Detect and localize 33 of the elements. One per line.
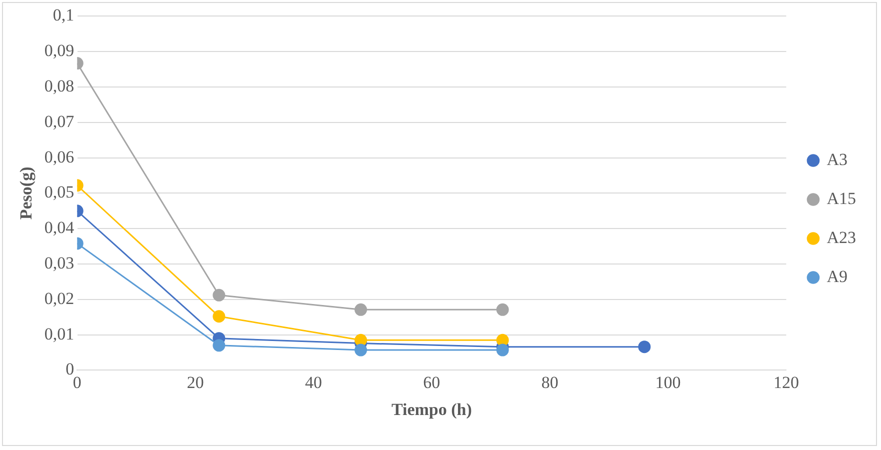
x-axis-title: Tiempo (h): [391, 400, 472, 420]
x-tick-label: 100: [655, 372, 681, 392]
y-tick-label: 0,06: [44, 147, 74, 166]
y-tick-label: 0,1: [52, 6, 74, 25]
x-tick-label: 80: [541, 372, 558, 392]
y-tick-label: 0: [66, 360, 74, 379]
point: [496, 344, 509, 356]
point: [212, 310, 226, 323]
y-tick-label: 0,05: [44, 182, 74, 202]
point: [354, 344, 368, 356]
point: [354, 303, 368, 316]
y-tick-label: 0,04: [44, 218, 75, 238]
point: [638, 340, 651, 354]
y-tick-label: 0,02: [44, 288, 74, 308]
y-tick-label: 0,03: [44, 253, 74, 272]
y-tick-label: 0,07: [44, 112, 75, 131]
legend-label: A9: [826, 266, 848, 286]
x-tick-label: 20: [186, 372, 204, 392]
legend-label: A15: [826, 188, 856, 208]
x-tick-label: 120: [773, 372, 799, 392]
y-tick-label: 0,08: [44, 76, 74, 96]
x-tick-label: 40: [305, 372, 322, 392]
y-tick-label: 0,09: [44, 41, 74, 60]
y-tick-label: 0,01: [44, 324, 74, 344]
y-axis-title: Peso(g): [16, 166, 36, 220]
point: [212, 339, 226, 352]
legend-label: A3: [826, 150, 848, 169]
x-tick-label: 60: [423, 372, 440, 392]
point: [212, 288, 226, 302]
legend-label: A23: [826, 228, 856, 247]
point: [496, 303, 509, 316]
point: [496, 334, 509, 346]
point: [354, 334, 368, 346]
